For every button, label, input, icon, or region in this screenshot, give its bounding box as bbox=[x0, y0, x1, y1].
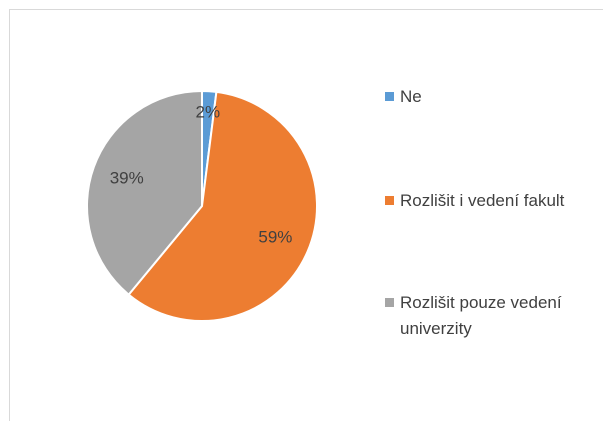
data-label: 39% bbox=[110, 168, 144, 187]
pie-slice bbox=[127, 90, 318, 322]
chart-frame bbox=[9, 9, 603, 421]
legend-item: Rozlišit pouze vedení univerzity bbox=[385, 290, 565, 342]
legend-swatch bbox=[385, 92, 394, 101]
legend-swatch bbox=[385, 196, 394, 205]
data-label: 2% bbox=[196, 103, 221, 122]
legend-label: Rozlišit i vedení fakult bbox=[400, 191, 565, 210]
legend-item: Rozlišit i vedení fakult bbox=[385, 188, 565, 214]
data-label: 59% bbox=[258, 227, 292, 246]
pie-slice bbox=[86, 89, 203, 297]
legend-label: Rozlišit pouze vedení univerzity bbox=[400, 293, 562, 338]
legend-swatch bbox=[385, 298, 394, 307]
legend-item: Ne bbox=[385, 84, 565, 110]
legend-label: Ne bbox=[400, 87, 422, 106]
